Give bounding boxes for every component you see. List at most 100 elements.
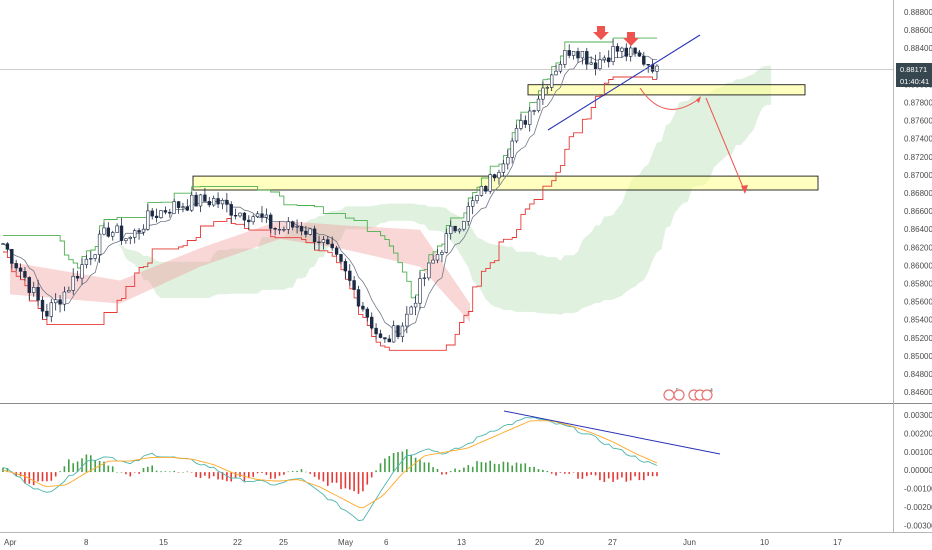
macd-tick-label: 0.00300 bbox=[904, 411, 932, 420]
macd-histogram-bar bbox=[493, 463, 496, 473]
time-tick-label: 22 bbox=[233, 538, 242, 547]
candle-body bbox=[470, 200, 475, 207]
macd-tick-label: -0.00300 bbox=[904, 521, 932, 530]
price-tick-label: 0.86000 bbox=[904, 261, 932, 270]
candle-body bbox=[304, 230, 308, 235]
macd-histogram-bar bbox=[234, 472, 237, 479]
candle-body bbox=[462, 221, 466, 230]
candle-body bbox=[10, 249, 14, 264]
macd-histogram-bar bbox=[296, 470, 298, 473]
time-tick-label: 8 bbox=[84, 538, 89, 547]
macd-histogram-bar bbox=[291, 471, 294, 472]
macd-histogram-bar bbox=[520, 463, 522, 473]
macd-histogram-bar bbox=[50, 472, 53, 481]
candle-body bbox=[106, 227, 111, 237]
macd-histogram-bar bbox=[392, 453, 395, 473]
macd-histogram-bar bbox=[182, 472, 184, 473]
macd-histogram-bar bbox=[625, 472, 628, 482]
candle-body bbox=[176, 201, 181, 208]
candle-body bbox=[431, 259, 435, 264]
macd-histogram-bar bbox=[68, 459, 70, 473]
candle-body bbox=[247, 219, 251, 223]
macd-histogram-bar bbox=[362, 472, 364, 492]
macd-histogram-bar bbox=[190, 472, 193, 473]
candle-body bbox=[334, 247, 339, 255]
candle-body bbox=[93, 254, 97, 259]
candle-body bbox=[466, 206, 470, 222]
candle-body bbox=[141, 228, 146, 233]
macd-histogram-bar bbox=[410, 454, 412, 473]
macd-histogram-bar bbox=[217, 472, 219, 480]
candle-body bbox=[18, 267, 23, 272]
candle-body bbox=[75, 275, 80, 279]
candle-body bbox=[369, 316, 374, 329]
macd-histogram-bar bbox=[340, 472, 342, 490]
top-arrow-icon bbox=[623, 32, 639, 46]
macd-histogram-bar bbox=[195, 472, 197, 478]
macd-histogram-bar bbox=[305, 471, 307, 473]
macd-tick-label: 0.00100 bbox=[904, 448, 932, 457]
event-marker-icon[interactable] bbox=[701, 389, 713, 401]
macd-histogram-bar bbox=[230, 472, 232, 482]
macd-histogram-bar bbox=[550, 472, 553, 474]
macd-histogram-bar bbox=[133, 472, 136, 473]
macd-histogram-bar bbox=[125, 472, 127, 475]
candle-body bbox=[492, 174, 497, 179]
macd-axis[interactable]: 0.00300 0.00200 0.00100 0.00000 -0.00100 -0.0… bbox=[904, 411, 932, 530]
candle-body bbox=[510, 140, 514, 158]
macd-histogram-bar bbox=[265, 472, 268, 475]
candle-body bbox=[440, 252, 444, 255]
macd-histogram-bar bbox=[568, 472, 570, 474]
macd-histogram-bar bbox=[186, 471, 189, 473]
macd-histogram-bar bbox=[226, 472, 228, 482]
candle-body bbox=[185, 206, 189, 211]
candle-body bbox=[286, 221, 290, 230]
candle-body bbox=[146, 210, 150, 230]
candlestick-series bbox=[1, 39, 659, 343]
macd-histogram-bar bbox=[423, 462, 426, 473]
macd-histogram-bar bbox=[528, 467, 531, 473]
candle-body bbox=[238, 212, 242, 217]
current-price-badge: 0.88171 01:40:41 bbox=[896, 63, 932, 87]
candle-body bbox=[606, 57, 611, 63]
macd-histogram-bar bbox=[612, 472, 614, 482]
candle-body bbox=[563, 50, 567, 65]
macd-histogram-bar bbox=[647, 472, 649, 476]
price-tick-label: 0.87800 bbox=[904, 99, 932, 108]
event-marker-icon[interactable] bbox=[673, 389, 685, 401]
candle-body bbox=[321, 239, 326, 243]
macd-histogram-bar bbox=[401, 451, 404, 472]
candle-body bbox=[620, 47, 624, 52]
macd-histogram-bar bbox=[542, 469, 544, 472]
candle-body bbox=[628, 47, 633, 57]
price-tick-label: 0.88600 bbox=[904, 26, 932, 35]
macd-histogram-bar bbox=[37, 472, 39, 482]
candle-body bbox=[413, 302, 418, 308]
candle-body bbox=[53, 299, 58, 304]
candle-body bbox=[264, 214, 269, 218]
macd-histogram-bar bbox=[507, 462, 509, 473]
macd-histogram-bar bbox=[349, 472, 351, 490]
candle-body bbox=[172, 201, 176, 214]
time-axis[interactable]: Apr 8 15 22 25 May 6 13 20 27 Jun 10 17 bbox=[4, 538, 842, 547]
support-zones bbox=[192, 84, 819, 191]
macd-histogram-bar bbox=[278, 472, 281, 476]
macd-histogram-bar bbox=[375, 470, 377, 473]
macd-histogram-bar bbox=[629, 472, 632, 481]
candle-body bbox=[602, 57, 607, 61]
macd-histogram-bar bbox=[533, 466, 535, 473]
time-tick-label: 6 bbox=[384, 538, 389, 547]
candle-body bbox=[624, 47, 629, 57]
event-markers[interactable]: 5 4 bbox=[663, 388, 713, 401]
macd-histogram-bar bbox=[177, 472, 180, 473]
macd-tick-label: -0.00200 bbox=[904, 503, 932, 512]
candle-body bbox=[475, 195, 479, 202]
macd-histogram-bar bbox=[454, 468, 456, 473]
candle-body bbox=[207, 201, 211, 206]
candle-body bbox=[448, 225, 453, 234]
macd-histogram-bar bbox=[546, 470, 549, 473]
candle-body bbox=[128, 237, 132, 239]
candle-body bbox=[554, 70, 558, 76]
event-marker-icon[interactable] bbox=[663, 389, 675, 401]
candle-body bbox=[1, 243, 5, 245]
